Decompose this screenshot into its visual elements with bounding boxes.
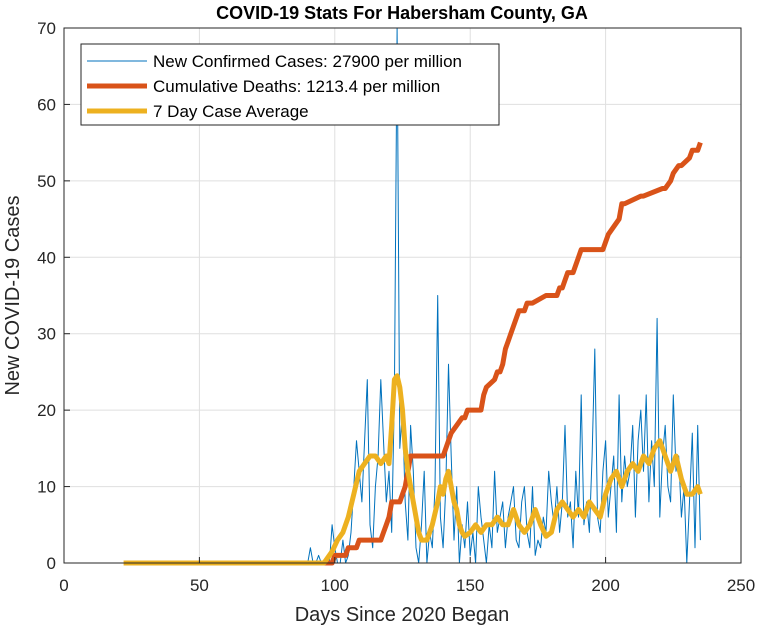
case-average-line: [123, 373, 703, 566]
legend: New Confirmed Cases: 27900 per million Cu…: [80, 43, 500, 126]
y-axis: 0 10 20 30 40 50 60 70: [37, 19, 70, 573]
legend-label: Cumulative Deaths: 1213.4 per million: [153, 77, 440, 96]
y-tick-label: 20: [37, 401, 56, 420]
y-tick-label: 70: [37, 19, 56, 38]
axes-box: [63, 27, 742, 564]
cumulative-deaths-line: [321, 141, 703, 566]
y-tick-label: 10: [37, 478, 56, 497]
x-tick-label: 250: [727, 576, 755, 595]
y-tick-label: 30: [37, 325, 56, 344]
y-tick-label: 50: [37, 172, 56, 191]
y-axis-label: New COVID-19 Cases: [2, 195, 24, 395]
x-tick-label: 200: [591, 576, 619, 595]
chart-title: COVID-19 Stats For Habersham County, GA: [216, 3, 588, 23]
x-tick-label: 150: [456, 576, 484, 595]
legend-label: New Confirmed Cases: 27900 per million: [153, 52, 462, 71]
x-tick-label: 100: [321, 576, 349, 595]
x-axis: 0 50 100 150 200 250: [59, 557, 755, 595]
x-axis-label: Days Since 2020 Began: [295, 604, 510, 626]
plot-area: [123, 27, 703, 566]
y-tick-label: 40: [37, 248, 56, 267]
legend-label: 7 Day Case Average: [153, 102, 309, 121]
x-tick-label: 50: [190, 576, 209, 595]
y-tick-label: 0: [47, 554, 56, 573]
x-tick-label: 0: [59, 576, 68, 595]
new-cases-line: [123, 27, 701, 564]
y-tick-label: 60: [37, 95, 56, 114]
legend-box: [80, 43, 500, 126]
